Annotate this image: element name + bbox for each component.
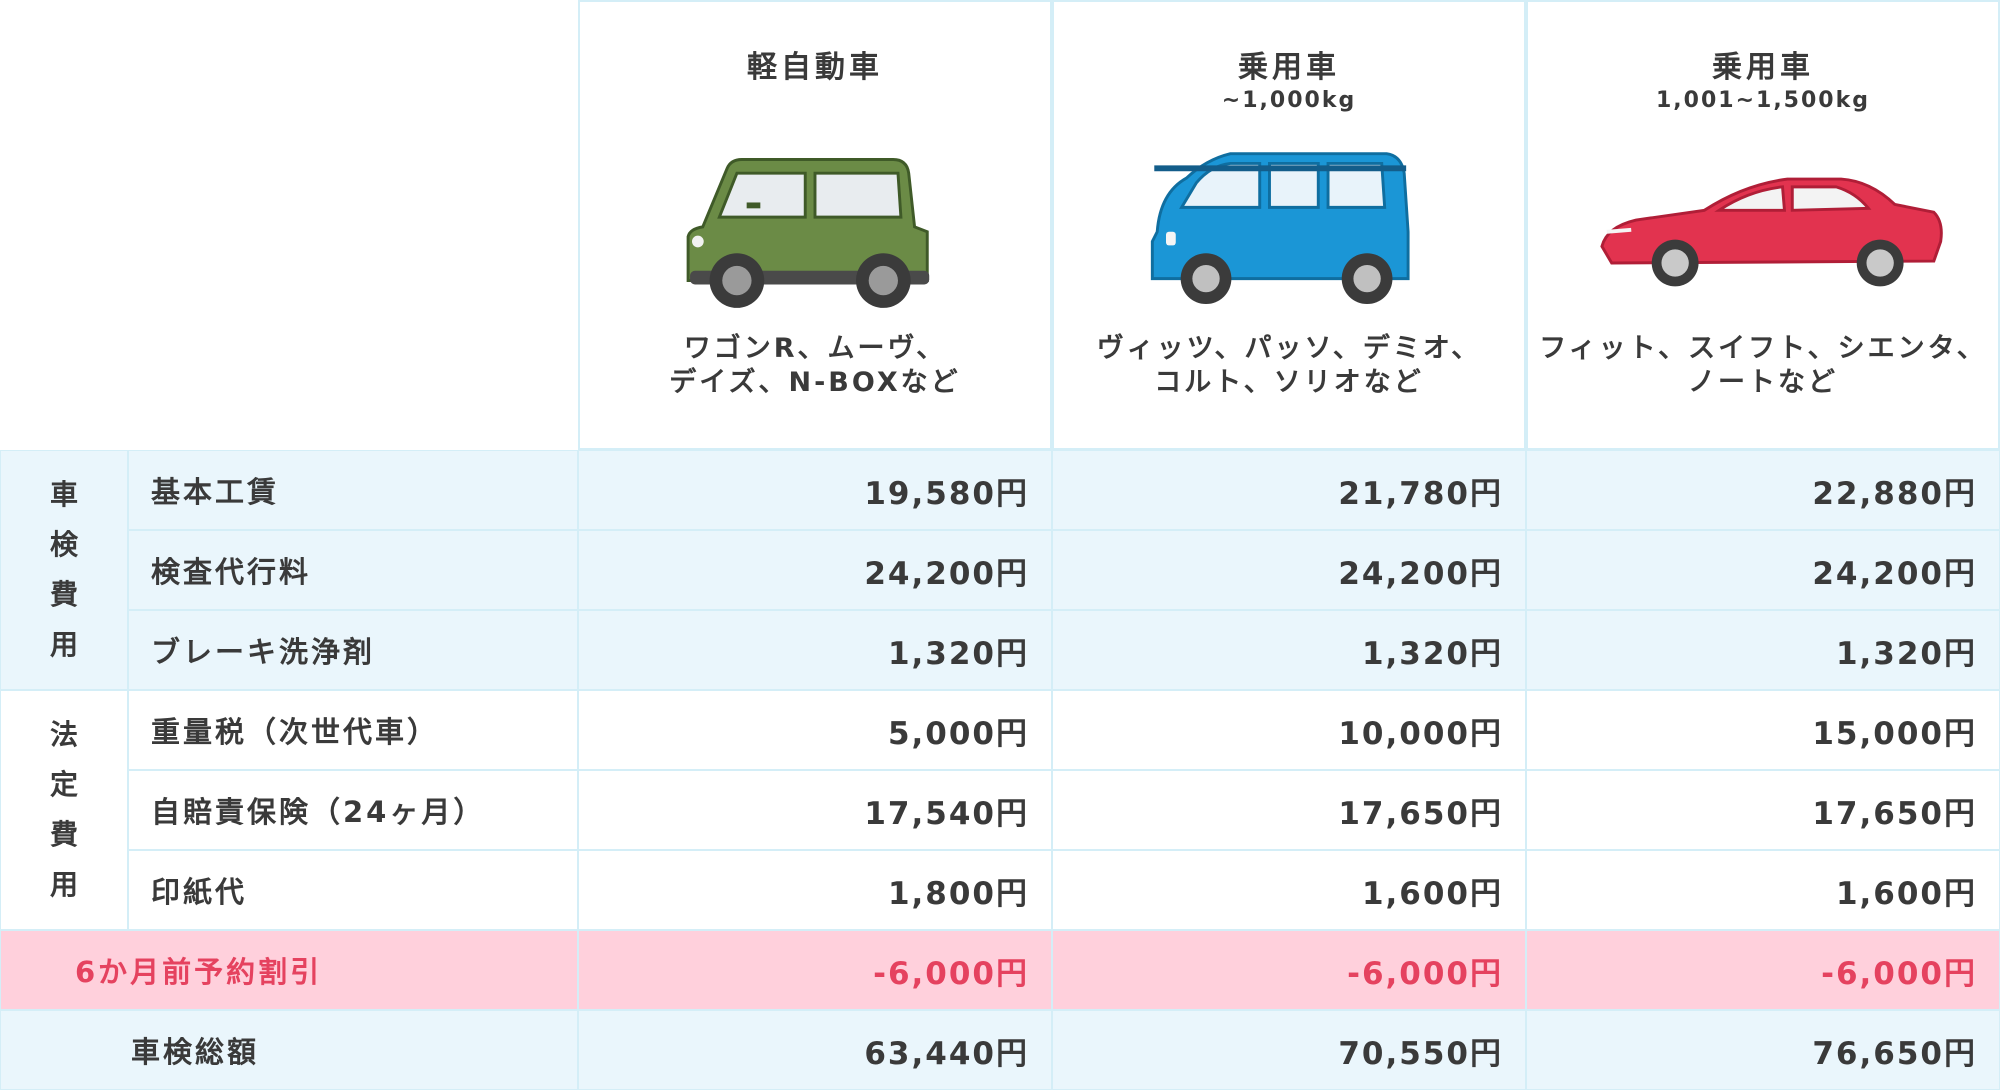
value-cell: 10,000円 <box>1052 690 1526 770</box>
column-models: ヴィッツ、パッソ、デミオ、 コルト、ソリオなど <box>1054 332 1524 400</box>
value-cell: 1,320円 <box>1526 610 2000 690</box>
models-line1: ワゴンR、ムーヴ、 <box>683 333 947 364</box>
column-title: 乗用車 <box>1712 50 1814 85</box>
total-value: 70,550円 <box>1052 1010 1526 1090</box>
value-cell: 21,780円 <box>1052 450 1526 530</box>
models-line2: デイズ、N-BOXなど <box>669 367 961 398</box>
discount-value: -6,000円 <box>578 930 1052 1010</box>
value-cell: 24,200円 <box>1052 530 1526 610</box>
header-blank-cell <box>0 0 578 450</box>
value-cell: 1,320円 <box>1052 610 1526 690</box>
models-line2: ノートなど <box>1688 367 1838 398</box>
value-cell: 17,650円 <box>1526 770 2000 850</box>
models-line1: フィット、スイフト、シエンタ、 <box>1539 333 1987 364</box>
group-label-inspection: 車検費用 <box>49 478 78 661</box>
discount-value: -6,000円 <box>1052 930 1526 1010</box>
row-label-basic-labor: 基本工賃 <box>128 450 578 530</box>
kei-car-icon <box>610 132 1020 312</box>
models-line2: コルト、ソリオなど <box>1154 367 1424 398</box>
column-models: ワゴンR、ムーヴ、 デイズ、N-BOXなど <box>580 332 1050 400</box>
row-label-brake-cleaner: ブレーキ洗浄剤 <box>128 610 578 690</box>
discount-label: 6か月前予約割引 <box>0 930 578 1010</box>
value-cell: 1,600円 <box>1052 850 1526 930</box>
value-cell: 24,200円 <box>1526 530 2000 610</box>
row-label-inspection-agency: 検査代行料 <box>128 530 578 610</box>
total-value: 63,440円 <box>578 1010 1052 1090</box>
models-line1: ヴィッツ、パッソ、デミオ、 <box>1096 333 1482 364</box>
column-title: 軽自動車 <box>747 50 883 85</box>
row-label-weight-tax: 重量税（次世代車） <box>128 690 578 770</box>
sedan-car-icon <box>1558 132 1968 312</box>
column-header-kei: 軽自動車 ワゴンR、ムーヴ、 デイズ、N-BOXなど <box>578 0 1052 450</box>
group-label-legal: 法定費用 <box>49 718 78 901</box>
total-value: 76,650円 <box>1526 1010 2000 1090</box>
value-cell: 17,540円 <box>578 770 1052 850</box>
row-label-stamp-fee: 印紙代 <box>128 850 578 930</box>
total-label: 車検総額 <box>0 1010 578 1090</box>
column-models: フィット、スイフト、シエンタ、 ノートなど <box>1528 332 1998 400</box>
column-header-compact: 乗用車 ~1,000kg ヴィッツ、パッソ、デミオ、 コルト、ソリオなど <box>1052 0 1526 450</box>
column-subtitle: 1,001~1,500kg <box>1656 88 1870 113</box>
value-cell: 19,580円 <box>578 450 1052 530</box>
group-inspection: 車検費用 <box>0 450 128 690</box>
value-cell: 22,880円 <box>1526 450 2000 530</box>
column-subtitle: ~1,000kg <box>1221 88 1357 113</box>
row-label-liability-insurance: 自賠責保険（24ヶ月） <box>128 770 578 850</box>
value-cell: 1,600円 <box>1526 850 2000 930</box>
value-cell: 5,000円 <box>578 690 1052 770</box>
value-cell: 24,200円 <box>578 530 1052 610</box>
column-title: 乗用車 <box>1238 50 1340 85</box>
group-legal: 法定費用 <box>0 690 128 930</box>
value-cell: 17,650円 <box>1052 770 1526 850</box>
value-cell: 15,000円 <box>1526 690 2000 770</box>
value-cell: 1,800円 <box>578 850 1052 930</box>
value-cell: 1,320円 <box>578 610 1052 690</box>
discount-value: -6,000円 <box>1526 930 2000 1010</box>
column-header-sedan: 乗用車 1,001~1,500kg フィット、スイフト、シエンタ、 ノートなど <box>1526 0 2000 450</box>
compact-car-icon <box>1084 132 1494 312</box>
